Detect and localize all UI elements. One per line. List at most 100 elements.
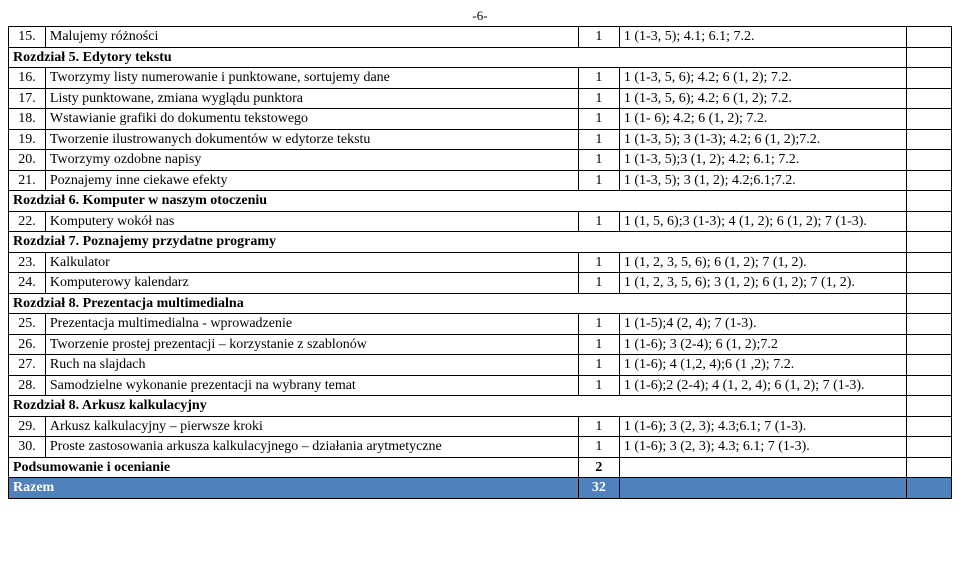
section-title: Rozdział 7. Poznajemy przydatne programy [9, 232, 907, 253]
cell-num: 15. [9, 27, 46, 48]
table-row: 20.Tworzymy ozdobne napisy11 (1-3, 5);3 … [9, 150, 952, 171]
cell-ref: 1 (1, 2, 3, 5, 6); 3 (1, 2); 6 (1, 2); 7… [619, 273, 906, 294]
cell-hours: 1 [578, 170, 619, 191]
summary-label: Podsumowanie i ocenianie [9, 457, 579, 478]
cell-hours: 1 [578, 375, 619, 396]
cell-empty [906, 47, 951, 68]
cell-empty [906, 416, 951, 437]
cell-hours: 1 [578, 68, 619, 89]
cell-ref: 1 (1-6); 3 (2-4); 6 (1, 2);7.2 [619, 334, 906, 355]
cell-ref: 1 (1-6);2 (2-4); 4 (1, 2, 4); 6 (1, 2); … [619, 375, 906, 396]
cell-empty [906, 478, 951, 499]
cell-num: 27. [9, 355, 46, 376]
cell-title: Prezentacja multimedialna - wprowadzenie [45, 314, 578, 335]
cell-hours: 1 [578, 314, 619, 335]
table-row: Rozdział 7. Poznajemy przydatne programy [9, 232, 952, 253]
cell-hours: 1 [578, 150, 619, 171]
cell-ref: 1 (1, 2, 3, 5, 6); 6 (1, 2); 7 (1, 2). [619, 252, 906, 273]
table-row: 26.Tworzenie prostej prezentacji – korzy… [9, 334, 952, 355]
cell-title: Samodzielne wykonanie prezentacji na wyb… [45, 375, 578, 396]
table-row: 23.Kalkulator11 (1, 2, 3, 5, 6); 6 (1, 2… [9, 252, 952, 273]
cell-empty [619, 457, 906, 478]
cell-num: 17. [9, 88, 46, 109]
section-title: Rozdział 6. Komputer w naszym otoczeniu [9, 191, 907, 212]
cell-ref: 1 (1-3, 5); 4.1; 6.1; 7.2. [619, 27, 906, 48]
cell-empty [906, 109, 951, 130]
section-title: Rozdział 5. Edytory tekstu [9, 47, 907, 68]
table-row: Rozdział 6. Komputer w naszym otoczeniu [9, 191, 952, 212]
cell-empty [906, 150, 951, 171]
cell-hours: 1 [578, 437, 619, 458]
cell-empty [906, 211, 951, 232]
table-row: 22.Komputery wokół nas11 (1, 5, 6);3 (1-… [9, 211, 952, 232]
table-row: 29.Arkusz kalkulacyjny – pierwsze kroki1… [9, 416, 952, 437]
cell-empty [906, 437, 951, 458]
cell-hours: 1 [578, 252, 619, 273]
cell-num: 30. [9, 437, 46, 458]
cell-num: 16. [9, 68, 46, 89]
cell-title: Wstawianie grafiki do dokumentu tekstowe… [45, 109, 578, 130]
cell-ref: 1 (1-3, 5); 3 (1-3); 4.2; 6 (1, 2);7.2. [619, 129, 906, 150]
cell-hours: 1 [578, 355, 619, 376]
section-title: Rozdział 8. Arkusz kalkulacyjny [9, 396, 907, 417]
cell-empty [906, 396, 951, 417]
table-row: 16.Tworzymy listy numerowanie i punktowa… [9, 68, 952, 89]
cell-empty [906, 68, 951, 89]
cell-empty [906, 314, 951, 335]
cell-hours: 1 [578, 109, 619, 130]
cell-title: Ruch na slajdach [45, 355, 578, 376]
cell-num: 24. [9, 273, 46, 294]
cell-num: 22. [9, 211, 46, 232]
cell-title: Malujemy różności [45, 27, 578, 48]
cell-hours: 1 [578, 334, 619, 355]
table-row: Rozdział 5. Edytory tekstu [9, 47, 952, 68]
table-row: Rozdział 8. Arkusz kalkulacyjny [9, 396, 952, 417]
syllabus-table: 15.Malujemy różności11 (1-3, 5); 4.1; 6.… [8, 26, 952, 499]
table-row: 21.Poznajemy inne ciekawe efekty11 (1-3,… [9, 170, 952, 191]
table-row: 30.Proste zastosowania arkusza kalkulacy… [9, 437, 952, 458]
cell-hours: 1 [578, 416, 619, 437]
cell-empty [906, 88, 951, 109]
cell-title: Tworzymy ozdobne napisy [45, 150, 578, 171]
table-row: 17.Listy punktowane, zmiana wyglądu punk… [9, 88, 952, 109]
cell-ref: 1 (1-6); 3 (2, 3); 4.3; 6.1; 7 (1-3). [619, 437, 906, 458]
section-title: Rozdział 8. Prezentacja multimedialna [9, 293, 907, 314]
cell-ref: 1 (1-3, 5, 6); 4.2; 6 (1, 2); 7.2. [619, 88, 906, 109]
table-row: 28.Samodzielne wykonanie prezentacji na … [9, 375, 952, 396]
cell-ref: 1 (1, 5, 6);3 (1-3); 4 (1, 2); 6 (1, 2);… [619, 211, 906, 232]
cell-hours: 1 [578, 88, 619, 109]
table-row: Podsumowanie i ocenianie2 [9, 457, 952, 478]
cell-num: 20. [9, 150, 46, 171]
cell-title: Arkusz kalkulacyjny – pierwsze kroki [45, 416, 578, 437]
cell-num: 18. [9, 109, 46, 130]
cell-num: 29. [9, 416, 46, 437]
cell-empty [906, 355, 951, 376]
summary-hours: 2 [578, 457, 619, 478]
cell-title: Komputerowy kalendarz [45, 273, 578, 294]
cell-title: Proste zastosowania arkusza kalkulacyjne… [45, 437, 578, 458]
cell-title: Poznajemy inne ciekawe efekty [45, 170, 578, 191]
table-row: 19.Tworzenie ilustrowanych dokumentów w … [9, 129, 952, 150]
cell-title: Komputery wokół nas [45, 211, 578, 232]
cell-empty [906, 232, 951, 253]
cell-empty [906, 273, 951, 294]
cell-empty [906, 334, 951, 355]
cell-empty [906, 293, 951, 314]
cell-empty [906, 457, 951, 478]
cell-empty [906, 191, 951, 212]
cell-title: Kalkulator [45, 252, 578, 273]
cell-num: 28. [9, 375, 46, 396]
cell-ref: 1 (1-3, 5); 3 (1, 2); 4.2;6.1;7.2. [619, 170, 906, 191]
table-row: 27.Ruch na slajdach11 (1-6); 4 (1,2, 4);… [9, 355, 952, 376]
cell-hours: 1 [578, 129, 619, 150]
cell-ref: 1 (1- 6); 4.2; 6 (1, 2); 7.2. [619, 109, 906, 130]
razem-hours: 32 [578, 478, 619, 499]
cell-empty [619, 478, 906, 499]
cell-ref: 1 (1-5);4 (2, 4); 7 (1-3). [619, 314, 906, 335]
cell-ref: 1 (1-6); 3 (2, 3); 4.3;6.1; 7 (1-3). [619, 416, 906, 437]
cell-num: 23. [9, 252, 46, 273]
table-row: 15.Malujemy różności11 (1-3, 5); 4.1; 6.… [9, 27, 952, 48]
cell-num: 21. [9, 170, 46, 191]
cell-empty [906, 170, 951, 191]
cell-empty [906, 252, 951, 273]
